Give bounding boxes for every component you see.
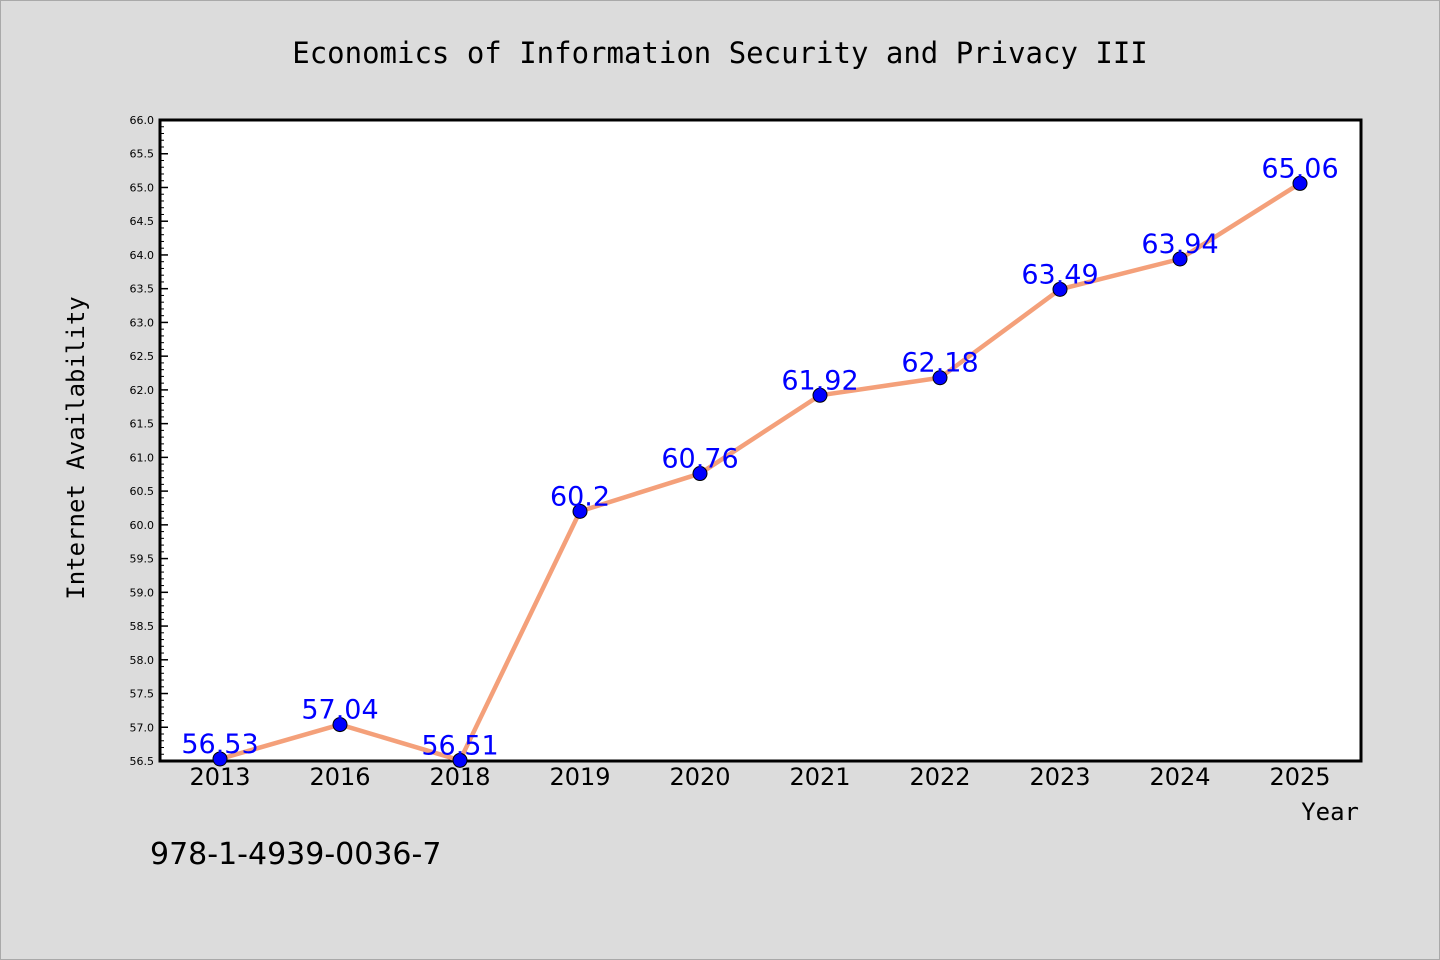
y-tick-label: 61.0 xyxy=(130,451,155,464)
y-tick-label: 65.0 xyxy=(130,181,155,194)
data-label: 63.49 xyxy=(1021,259,1098,290)
data-point xyxy=(572,503,588,519)
data-label: 60.2 xyxy=(550,481,610,512)
y-tick-label: 59.5 xyxy=(130,553,155,566)
x-tick-label: 2025 xyxy=(1269,763,1330,791)
data-label: 57.04 xyxy=(301,695,378,726)
x-axis-label: Year xyxy=(1301,798,1359,826)
y-tick-label: 62.0 xyxy=(130,384,155,397)
data-label: 61.92 xyxy=(781,365,858,396)
y-tick-label: 64.5 xyxy=(130,215,155,228)
y-tick-label: 59.0 xyxy=(130,586,155,599)
y-tick-label: 56.5 xyxy=(130,755,155,768)
x-tick-label: 2022 xyxy=(909,763,970,791)
x-tick-label: 2024 xyxy=(1149,763,1210,791)
chart-title: Economics of Information Security and Pr… xyxy=(292,36,1148,70)
x-tick-label: 2016 xyxy=(309,763,370,791)
plot-area xyxy=(158,118,1363,763)
data-point xyxy=(692,466,708,482)
y-tick-label: 65.5 xyxy=(130,148,155,161)
data-point xyxy=(1052,281,1068,297)
data-point xyxy=(812,387,828,403)
y-tick-label: 58.5 xyxy=(130,620,155,633)
data-label: 62.18 xyxy=(901,348,978,379)
data-point xyxy=(212,751,228,767)
data-label: 56.53 xyxy=(181,729,258,760)
y-tick-label: 61.5 xyxy=(130,418,155,431)
x-tick-label: 2023 xyxy=(1029,763,1090,791)
y-tick-label: 57.0 xyxy=(130,721,155,734)
isbn-footer: 978-1-4939-0036-7 xyxy=(150,837,441,872)
data-series: 56.53 57.04 56.51 60.2 60.76 61.92 62.18 63.49 6… xyxy=(181,153,1339,768)
data-label: 60.76 xyxy=(661,444,738,475)
data-point xyxy=(452,752,468,768)
y-tick-label: 63.5 xyxy=(130,283,155,296)
data-label: 56.51 xyxy=(421,730,498,761)
data-point xyxy=(1172,251,1188,267)
y-axis-label: Internet Availability xyxy=(62,296,90,599)
y-tick-label: 57.5 xyxy=(130,688,155,701)
y-tick-label: 58.0 xyxy=(130,654,155,667)
y-tick-label: 66.0 xyxy=(130,114,155,127)
y-tick-label: 60.5 xyxy=(130,485,155,498)
x-tick-label: 2019 xyxy=(549,763,610,791)
y-tick-label: 64.0 xyxy=(130,249,155,262)
y-tick-label: 63.0 xyxy=(130,316,155,329)
x-tick-label: 2021 xyxy=(789,763,850,791)
x-tick-label: 2020 xyxy=(669,763,730,791)
data-point xyxy=(932,370,948,386)
data-label: 65.06 xyxy=(1261,153,1338,184)
data-point xyxy=(1292,175,1308,191)
data-point xyxy=(332,717,348,733)
series-line xyxy=(217,181,1303,763)
y-tick-label: 62.5 xyxy=(130,350,155,363)
data-label: 63.94 xyxy=(1141,229,1218,260)
y-tick-label: 60.0 xyxy=(130,519,155,532)
x-tick-label: 2013 xyxy=(189,763,250,791)
